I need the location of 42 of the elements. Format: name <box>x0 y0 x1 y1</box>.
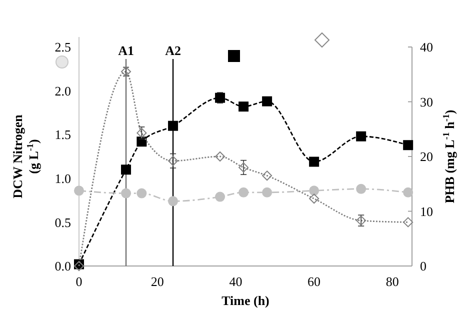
point <box>262 187 272 198</box>
point <box>403 217 414 228</box>
point <box>238 187 249 198</box>
point <box>238 162 249 172</box>
point <box>215 152 226 162</box>
y-tick-label: 1.0 <box>54 170 71 186</box>
point <box>121 164 132 175</box>
point <box>121 188 132 198</box>
point <box>309 194 320 204</box>
point <box>403 187 414 198</box>
y-tick-label: 2.5 <box>54 40 71 55</box>
y2-tick-label: 20 <box>420 149 433 164</box>
point <box>168 196 178 206</box>
point <box>238 102 249 112</box>
y-tick-label: 0.0 <box>54 258 71 274</box>
x-axis-title: Time (h) <box>222 293 270 308</box>
point <box>74 186 84 196</box>
x-tick-label: 80 <box>386 274 399 289</box>
point <box>168 156 178 166</box>
x-tick-label: 60 <box>308 274 321 289</box>
point <box>168 120 178 131</box>
ref-line-label: A1 <box>118 43 134 58</box>
y-tick-label: 2.0 <box>54 83 71 98</box>
y2-tick-label: 10 <box>420 204 433 219</box>
x-tick-label: 20 <box>150 274 164 289</box>
point <box>403 140 414 150</box>
y-tick-label: 1.5 <box>54 127 71 142</box>
y2-tick-label: 40 <box>420 40 433 55</box>
point <box>136 188 147 198</box>
point <box>262 170 272 181</box>
y2-tick-label: 30 <box>420 94 433 110</box>
point <box>356 131 366 142</box>
y2-tick-label: 0 <box>420 258 426 274</box>
point <box>356 184 366 194</box>
point <box>309 156 320 167</box>
ref-line-label: A2 <box>165 43 181 58</box>
x-tick-label: 0 <box>76 274 82 289</box>
x-tick-label: 40 <box>229 274 242 289</box>
point <box>215 192 226 202</box>
point <box>309 186 320 196</box>
point <box>262 96 272 106</box>
y-tick-label: 0.5 <box>54 214 71 230</box>
